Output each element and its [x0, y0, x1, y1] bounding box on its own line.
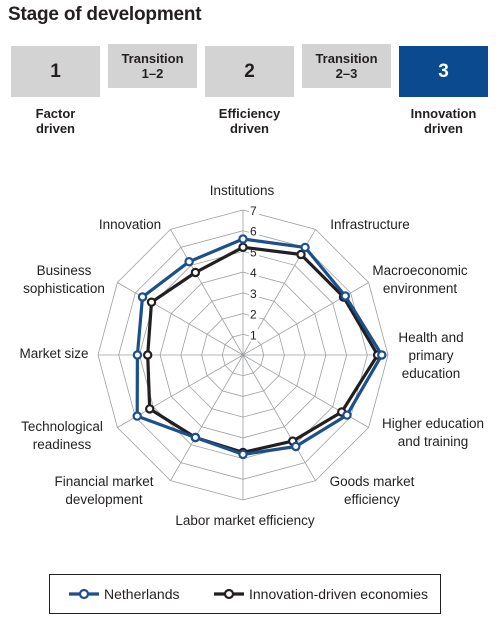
scale-tick-bg — [249, 205, 259, 217]
data-point — [190, 432, 201, 443]
data-point — [377, 350, 387, 360]
data-point — [340, 291, 350, 301]
data-point — [342, 410, 352, 420]
stage-caption-5: Innovation driven — [410, 106, 477, 136]
scale-tick-bg — [249, 267, 259, 280]
data-point — [238, 234, 248, 244]
legend-item-netherlands: Netherlands — [68, 575, 180, 613]
data-point — [190, 267, 201, 278]
scale-tick-label: 2 — [250, 308, 257, 322]
page-title: Stage of development — [8, 4, 202, 25]
category-label: Goods market efficiency — [330, 474, 415, 507]
stage-box-label-1: 1 — [50, 60, 61, 82]
stage-box-label-4: Transition 2–3 — [315, 51, 378, 81]
legend-label: Netherlands — [104, 586, 180, 602]
stage-box-label-5: 3 — [438, 60, 449, 82]
scale-tick-bg — [249, 308, 259, 321]
stage-caption-1: Factor driven — [35, 106, 76, 136]
legend-label: Innovation-driven economies — [249, 586, 428, 602]
chart-legend: Netherlands Innovation-driven economies — [49, 574, 441, 614]
category-label: Labor market efficiency — [175, 513, 315, 528]
stage-box-1: 1 — [11, 46, 100, 97]
scale-tick-label: 4 — [250, 266, 257, 280]
data-point — [238, 449, 248, 460]
grid-spoke-8 — [170, 354, 244, 481]
radar-scale-ticks: 1 2 3 4 5 6 7 — [249, 204, 259, 342]
stage-box-4: Transition 2–3 — [302, 44, 391, 88]
grid-spoke-12 — [170, 229, 244, 356]
category-label: Financial market development — [54, 474, 153, 507]
category-label: Business sophistication — [23, 263, 105, 296]
scale-tick-bg — [249, 246, 259, 259]
category-label: Macroeconomic environment — [372, 263, 468, 296]
scale-tick-bg — [249, 225, 259, 238]
data-point — [137, 292, 148, 302]
data-point — [132, 350, 143, 360]
category-label: Infrastructure — [330, 217, 410, 232]
scale-tick-bg — [249, 287, 259, 300]
radar-category-labels: Institutions Infrastructure Macroeconomic e… — [19, 183, 484, 528]
category-label: Market size — [19, 346, 88, 361]
grid-spoke-11 — [117, 282, 244, 356]
scale-tick-label: 3 — [250, 287, 257, 301]
series-netherlands — [132, 234, 387, 460]
data-point — [238, 242, 248, 252]
data-point — [184, 257, 194, 267]
data-point — [142, 350, 153, 360]
stage-box-2: Transition 1–2 — [108, 44, 197, 88]
data-point — [300, 242, 310, 253]
legend-swatch — [69, 588, 99, 600]
stage-box-label-3: 2 — [244, 60, 255, 82]
stage-box-5: 3 — [399, 46, 488, 97]
data-point — [132, 411, 142, 421]
scale-tick-label: 6 — [250, 225, 257, 239]
category-label: Health and primary education — [398, 330, 463, 381]
stage-box-3: 2 — [205, 46, 294, 97]
data-point — [146, 297, 157, 307]
data-point — [296, 249, 306, 260]
category-label: Technological readiness — [21, 419, 103, 452]
stage-box-label-2: Transition 1–2 — [121, 51, 184, 81]
scale-tick-label: 5 — [250, 245, 257, 259]
radar-series — [132, 234, 387, 460]
grid-spoke-6 — [242, 354, 316, 481]
scale-tick-label: 1 — [250, 328, 257, 342]
category-label: Institutions — [210, 183, 275, 198]
scale-tick-bg — [249, 329, 259, 342]
scale-tick-label: 7 — [250, 204, 257, 218]
data-point — [144, 404, 155, 414]
category-label: Innovation — [99, 217, 161, 232]
category-label: Higher education and training — [382, 416, 484, 449]
data-point — [291, 441, 301, 452]
stage-caption-3: Efficiency driven — [218, 106, 281, 136]
legend-item-innovation-driven-economies: Innovation-driven economies — [213, 575, 428, 613]
legend-swatch — [214, 588, 244, 600]
